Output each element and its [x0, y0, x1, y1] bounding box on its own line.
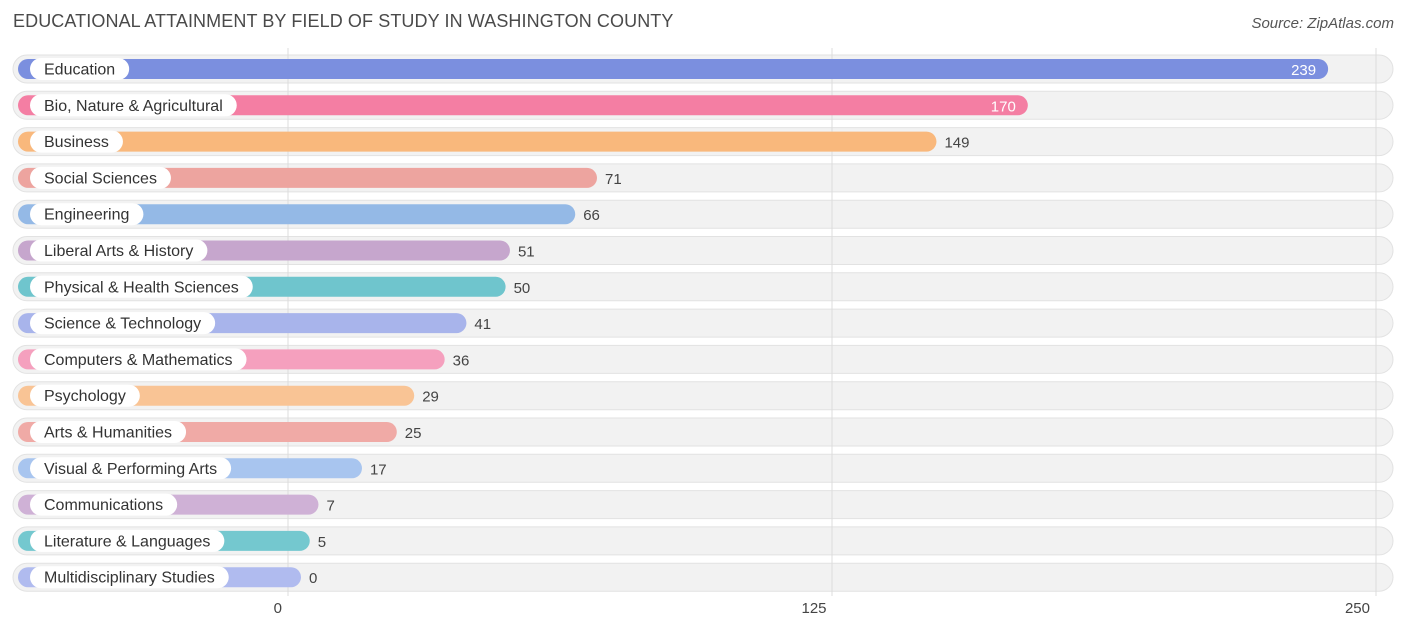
category-label: Communications: [44, 497, 163, 514]
category-label-pill: [30, 239, 208, 262]
category-label: Physical & Health Sciences: [44, 279, 239, 296]
x-tick-label: 0: [274, 600, 282, 617]
value-label: 71: [605, 171, 622, 188]
value-label: 149: [944, 135, 969, 152]
value-label: 5: [318, 534, 326, 551]
category-label: Multidisciplinary Studies: [44, 570, 215, 587]
bar-group[interactable]: Arts & Humanities 25: [18, 421, 421, 443]
value-label: 36: [453, 352, 470, 369]
value-label: 51: [518, 244, 535, 261]
value-label: 239: [1291, 62, 1316, 79]
bar[interactable]: [18, 204, 576, 225]
bar-group[interactable]: Visual & Performing Arts 17: [18, 457, 387, 480]
x-tick-label: 250: [1345, 600, 1370, 617]
category-label: Social Sciences: [44, 170, 157, 187]
value-label: 29: [422, 389, 439, 406]
category-label: Arts & Humanities: [44, 425, 172, 442]
category-label: Computers & Mathematics: [44, 352, 233, 369]
category-label: Liberal Arts & History: [44, 243, 193, 260]
value-label: 50: [514, 280, 531, 297]
category-label-pill: [30, 457, 232, 480]
bar-group[interactable]: Business 149: [18, 130, 969, 153]
category-label-pill: [30, 203, 144, 226]
category-label-pill: [30, 94, 237, 117]
category-label: Education: [44, 62, 115, 79]
category-label-pill: [30, 348, 247, 371]
value-label: 17: [370, 461, 387, 478]
value-label: 41: [474, 316, 491, 333]
category-label-pill: [30, 421, 187, 443]
bar-group[interactable]: Communications 7: [18, 493, 335, 516]
bar-track: [12, 526, 1394, 556]
bar-group[interactable]: Computers & Mathematics 36: [18, 348, 470, 371]
x-tick-label: 125: [801, 600, 826, 617]
value-label: 66: [583, 207, 600, 224]
chart-title: EDUCATIONAL ATTAINMENT BY FIELD OF STUDY…: [13, 11, 674, 31]
category-label: Business: [44, 134, 109, 151]
bar[interactable]: [18, 59, 1329, 79]
bar-group[interactable]: Bio, Nature & Agricultural 170: [18, 94, 1028, 117]
value-label: 0: [309, 570, 317, 587]
category-label-pill: [30, 529, 225, 552]
bar-track: [12, 562, 1394, 592]
category-label-pill: [30, 58, 130, 80]
bar[interactable]: [18, 131, 937, 152]
bar-group[interactable]: Liberal Arts & History 51: [18, 239, 535, 262]
source-label: Source: ZipAtlas.com: [1251, 15, 1394, 32]
category-label: Visual & Performing Arts: [44, 461, 217, 478]
category-label-pill: [30, 566, 229, 589]
category-label-pill: [30, 312, 216, 335]
category-label: Science & Technology: [44, 316, 201, 333]
category-label-pill: [30, 493, 178, 516]
category-label-pill: [30, 275, 253, 298]
bar-group[interactable]: Engineering 66: [18, 203, 600, 226]
bar-group[interactable]: Science & Technology 41: [18, 312, 491, 335]
bar-group[interactable]: Social Sciences 71: [18, 166, 622, 189]
value-label: 170: [991, 98, 1016, 115]
bar[interactable]: [18, 95, 1028, 116]
category-label-pill: [30, 130, 123, 153]
bar-group[interactable]: Multidisciplinary Studies 0: [18, 566, 317, 589]
category-label: Engineering: [44, 207, 129, 224]
category-label: Psychology: [44, 388, 126, 405]
bar-group[interactable]: Physical & Health Sciences 50: [18, 275, 531, 298]
bar-group[interactable]: Education 239: [18, 58, 1329, 80]
category-label: Literature & Languages: [44, 533, 210, 550]
category-label: Bio, Nature & Agricultural: [44, 98, 223, 115]
bar-group[interactable]: Psychology 29: [18, 384, 439, 407]
value-label: 25: [405, 425, 422, 442]
value-label: 7: [326, 498, 334, 515]
category-label-pill: [30, 166, 171, 189]
bar-track: [12, 490, 1394, 520]
bar-group[interactable]: Literature & Languages 5: [18, 529, 326, 552]
category-label-pill: [30, 384, 140, 407]
